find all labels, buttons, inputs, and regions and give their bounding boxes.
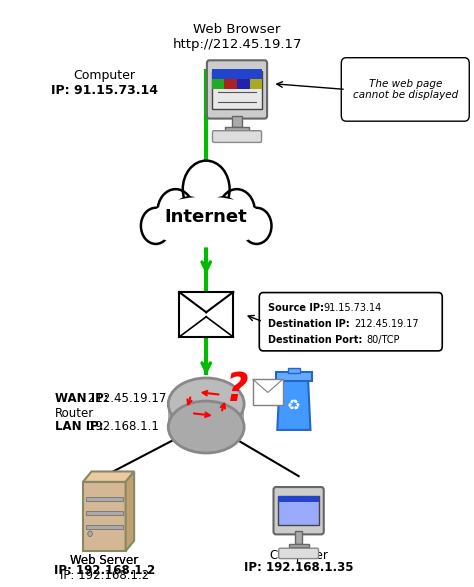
Circle shape — [88, 531, 92, 537]
Text: Router: Router — [55, 407, 94, 420]
Text: Computer: Computer — [269, 549, 328, 562]
Text: Source IP:: Source IP: — [268, 302, 327, 313]
Circle shape — [183, 161, 229, 218]
Bar — [237, 79, 250, 89]
FancyBboxPatch shape — [212, 131, 262, 143]
FancyBboxPatch shape — [211, 69, 262, 79]
Bar — [253, 379, 283, 406]
Text: IP: 192.168.1.2: IP: 192.168.1.2 — [54, 564, 155, 578]
Bar — [289, 544, 309, 547]
Text: WAN IP:: WAN IP: — [55, 393, 108, 406]
Text: 212.45.19.17: 212.45.19.17 — [354, 319, 419, 329]
Bar — [288, 367, 300, 373]
Polygon shape — [277, 381, 310, 430]
FancyBboxPatch shape — [341, 58, 469, 121]
Text: Destination Port:: Destination Port: — [268, 335, 365, 345]
Text: IP: 192.168.1.35: IP: 192.168.1.35 — [244, 561, 354, 574]
Text: 192.168.1.1: 192.168.1.1 — [84, 420, 159, 433]
Polygon shape — [83, 471, 134, 482]
Text: Web Server: Web Server — [70, 554, 138, 567]
Text: Web Browser
http://212.45.19.17: Web Browser http://212.45.19.17 — [172, 23, 302, 51]
FancyBboxPatch shape — [278, 496, 319, 501]
Circle shape — [171, 197, 207, 241]
Text: 80/TCP: 80/TCP — [366, 335, 400, 345]
Bar — [86, 511, 123, 515]
Polygon shape — [126, 471, 134, 551]
FancyBboxPatch shape — [279, 548, 319, 559]
Circle shape — [157, 189, 193, 233]
Circle shape — [141, 208, 171, 244]
Text: ♻: ♻ — [287, 398, 301, 413]
Bar — [86, 497, 123, 501]
Text: The web page
cannot be displayed: The web page cannot be displayed — [353, 79, 458, 100]
Bar — [179, 292, 233, 337]
Bar — [83, 482, 126, 551]
Circle shape — [205, 197, 241, 241]
Text: 91.15.73.14: 91.15.73.14 — [323, 302, 382, 313]
FancyBboxPatch shape — [278, 496, 319, 525]
Text: Internet: Internet — [165, 208, 247, 225]
Bar — [225, 127, 249, 131]
Text: Destination IP:: Destination IP: — [268, 319, 353, 329]
Bar — [224, 79, 237, 89]
Text: LAN IP:: LAN IP: — [55, 420, 103, 433]
FancyBboxPatch shape — [207, 60, 267, 119]
Text: Web Server
IP: 192.168.1.2: Web Server IP: 192.168.1.2 — [60, 554, 149, 582]
Text: 212.45.19.17: 212.45.19.17 — [84, 393, 167, 406]
Text: ?: ? — [226, 370, 248, 409]
FancyBboxPatch shape — [211, 71, 262, 109]
Bar — [168, 404, 244, 427]
Text: Computer: Computer — [73, 69, 135, 82]
Circle shape — [219, 189, 255, 233]
FancyBboxPatch shape — [273, 487, 324, 534]
Bar — [86, 525, 123, 529]
Ellipse shape — [168, 401, 244, 453]
Ellipse shape — [149, 197, 264, 247]
Bar — [211, 79, 224, 89]
Bar — [276, 372, 312, 381]
Text: IP: 91.15.73.14: IP: 91.15.73.14 — [51, 84, 158, 97]
Circle shape — [242, 208, 272, 244]
Bar — [250, 79, 263, 89]
FancyBboxPatch shape — [259, 292, 442, 351]
Bar — [295, 531, 302, 544]
Ellipse shape — [168, 378, 244, 430]
Bar — [232, 116, 242, 127]
